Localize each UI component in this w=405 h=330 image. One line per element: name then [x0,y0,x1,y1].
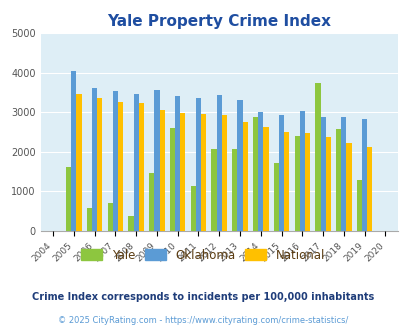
Bar [252,117,258,231]
Bar [200,114,206,231]
Bar [113,91,118,231]
Bar [278,115,284,231]
Bar [304,133,309,231]
Bar [299,112,304,231]
Bar [133,94,139,231]
Bar [71,71,76,231]
Bar [361,118,367,231]
Bar [221,115,226,231]
Bar [335,129,341,231]
Bar [92,88,97,231]
Bar [149,173,154,231]
Title: Yale Property Crime Index: Yale Property Crime Index [107,14,330,29]
Bar [175,96,180,231]
Legend: Yale, Oklahoma, National: Yale, Oklahoma, National [76,244,329,266]
Bar [211,149,216,231]
Bar [66,167,71,231]
Bar [284,132,289,231]
Bar [169,128,175,231]
Bar [273,163,278,231]
Bar [118,102,123,231]
Bar [154,90,159,231]
Bar [367,147,371,231]
Bar [294,136,299,231]
Bar [216,95,221,231]
Bar [320,116,325,231]
Bar [195,98,200,231]
Bar [232,149,237,231]
Bar [76,94,81,231]
Bar [97,98,102,231]
Bar [263,127,268,231]
Bar [315,83,320,231]
Bar [356,180,361,231]
Bar [180,114,185,231]
Bar [341,117,345,231]
Text: Crime Index corresponds to incidents per 100,000 inhabitants: Crime Index corresponds to incidents per… [32,292,373,302]
Text: © 2025 CityRating.com - https://www.cityrating.com/crime-statistics/: © 2025 CityRating.com - https://www.city… [58,316,347,325]
Bar [128,216,133,231]
Bar [345,144,351,231]
Bar [237,100,242,231]
Bar [139,104,144,231]
Bar [242,122,247,231]
Bar [190,186,195,231]
Bar [325,137,330,231]
Bar [159,110,164,231]
Bar [258,112,263,231]
Bar [107,203,113,231]
Bar [87,208,92,231]
